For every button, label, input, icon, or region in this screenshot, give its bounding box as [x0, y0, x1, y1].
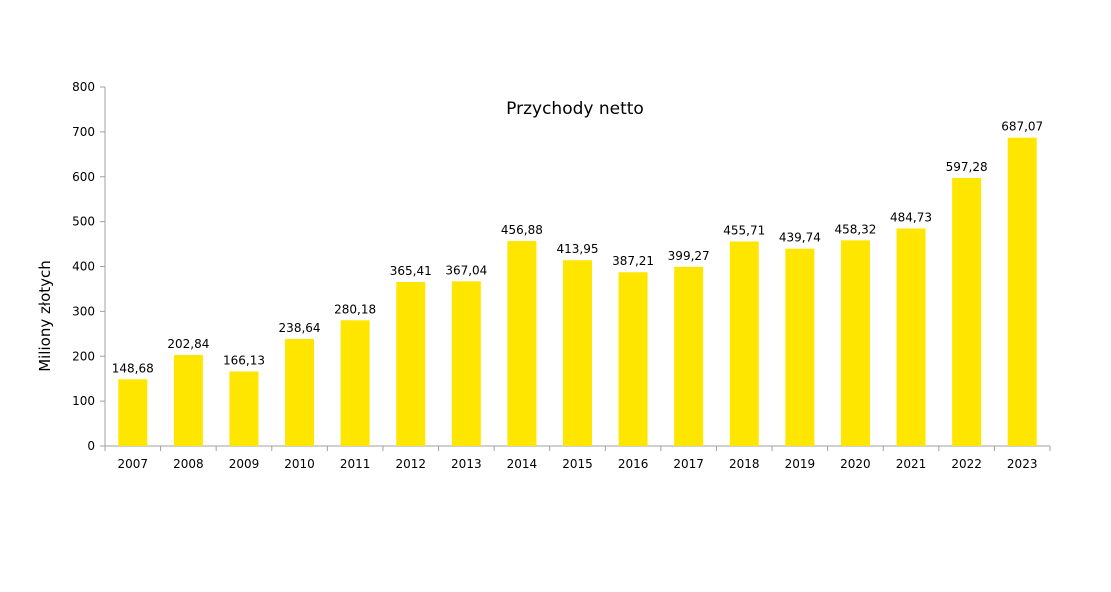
data-label: 367,04 [445, 263, 487, 277]
bar [340, 320, 370, 446]
data-label: 439,74 [779, 231, 821, 245]
y-tick-label: 200 [72, 349, 95, 363]
x-tick-label: 2021 [896, 457, 927, 471]
bar [451, 281, 481, 446]
data-label: 202,84 [167, 337, 209, 351]
bar [674, 266, 704, 446]
x-tick-label: 2009 [229, 457, 260, 471]
x-tick-label: 2007 [118, 457, 149, 471]
bar [118, 379, 148, 446]
bar [1007, 137, 1037, 446]
bar [229, 371, 259, 446]
bar [952, 177, 982, 447]
x-tick-label: 2010 [284, 457, 315, 471]
data-label: 166,13 [223, 353, 265, 367]
data-label: 148,68 [112, 361, 154, 375]
bar [729, 241, 759, 446]
data-label: 387,21 [612, 254, 654, 268]
data-label: 238,64 [279, 321, 321, 335]
y-tick-label: 800 [72, 80, 95, 94]
bar [618, 272, 648, 446]
x-tick-label: 2016 [618, 457, 649, 471]
chart-title: Przychody netto [506, 99, 644, 119]
bar [840, 240, 870, 446]
data-label: 687,07 [1001, 120, 1043, 134]
bar [396, 282, 426, 446]
data-label: 280,18 [334, 302, 376, 316]
x-tick-label: 2013 [451, 457, 482, 471]
x-tick-label: 2008 [173, 457, 204, 471]
data-label: 399,27 [668, 249, 710, 263]
data-label: 597,28 [946, 160, 988, 174]
y-tick-label: 700 [72, 125, 95, 139]
bar [563, 260, 592, 446]
bar [507, 240, 537, 446]
data-label: 484,73 [890, 210, 932, 224]
x-tick-label: 2023 [1007, 457, 1038, 471]
y-tick-label: 300 [72, 304, 95, 318]
x-axis: 2007 2008 2009 2010 2011 2012 2013 2014 2015 2016… [100, 445, 1051, 471]
data-label: 458,32 [834, 222, 876, 236]
y-tick-label: 0 [87, 439, 95, 453]
x-tick-label: 2022 [951, 457, 982, 471]
bar [285, 338, 315, 446]
x-tick-label: 2018 [729, 457, 760, 471]
x-tick-label: 2012 [395, 457, 426, 471]
bars-group [118, 137, 1037, 447]
x-tick-label: 2014 [507, 457, 538, 471]
y-axis-label: Miliony złotych [36, 260, 54, 372]
data-label: 455,71 [723, 224, 765, 238]
bar [896, 228, 926, 446]
x-tick-label: 2015 [562, 457, 593, 471]
bar [785, 248, 815, 446]
data-label: 413,95 [557, 242, 599, 256]
y-tick-label: 100 [72, 394, 95, 408]
data-labels-group: 148,68 202,84 166,13 238,64 280,18 365,41 367,… [112, 120, 1043, 376]
bar [173, 354, 203, 446]
data-label: 365,41 [390, 264, 432, 278]
y-tick-label: 600 [72, 170, 95, 184]
x-tick-label: 2011 [340, 457, 371, 471]
y-tick-label: 500 [72, 215, 95, 229]
x-tick-label: 2019 [785, 457, 816, 471]
x-tick-label: 2020 [840, 457, 871, 471]
data-label: 456,88 [501, 223, 543, 237]
x-tick-label: 2017 [673, 457, 704, 471]
y-tick-label: 400 [72, 260, 95, 274]
y-axis: 0 100 200 300 400 500 600 700 800 [72, 80, 106, 453]
